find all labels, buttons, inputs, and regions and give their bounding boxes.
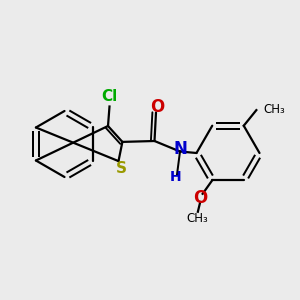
Text: N: N <box>174 140 188 158</box>
Text: Cl: Cl <box>101 88 118 104</box>
Text: H: H <box>170 170 181 184</box>
Text: CH₃: CH₃ <box>186 212 208 225</box>
Text: O: O <box>150 98 164 116</box>
Text: O: O <box>193 189 207 207</box>
Text: S: S <box>116 161 127 176</box>
Text: CH₃: CH₃ <box>263 103 285 116</box>
